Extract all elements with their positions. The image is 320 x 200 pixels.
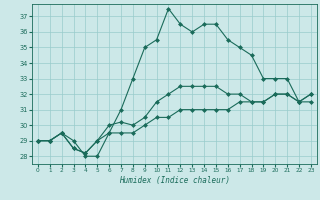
X-axis label: Humidex (Indice chaleur): Humidex (Indice chaleur) (119, 176, 230, 185)
